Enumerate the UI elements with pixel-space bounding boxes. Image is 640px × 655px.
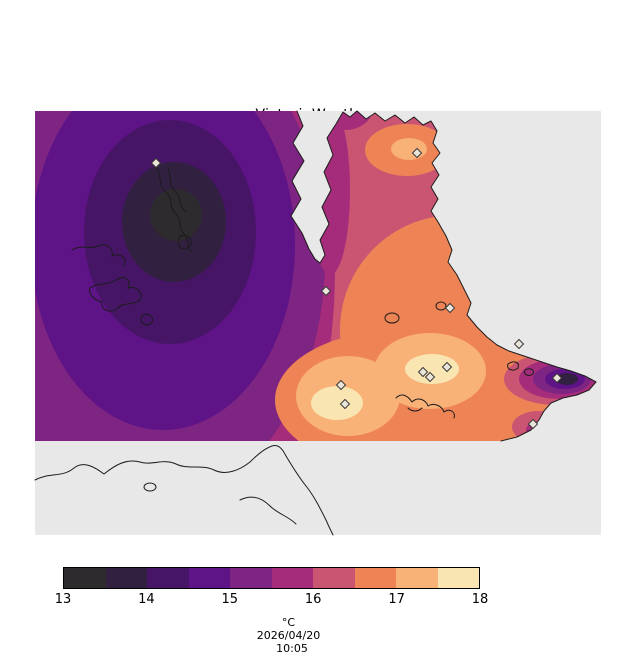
coastline-south-inlet [239, 496, 297, 525]
coastline-west-basin [89, 277, 142, 312]
lake-outline [435, 301, 447, 311]
legend-tick: 14 [138, 592, 155, 607]
legend-tick: 15 [221, 592, 239, 607]
legend-footer: °C 2026/04/20 10:05 [63, 603, 480, 655]
coastline-inlet-head [177, 235, 192, 250]
legend-tick: 17 [388, 592, 405, 607]
coastlines [34, 110, 597, 536]
contour-warm-core [405, 354, 459, 384]
legend-cell [105, 568, 147, 588]
lake-outline [384, 312, 400, 324]
station-marker [513, 338, 525, 350]
station-marker [551, 372, 563, 384]
legend-cell [354, 568, 396, 588]
contour-band [391, 138, 427, 160]
legend-tick: 18 [471, 592, 489, 607]
coastline-west-shore [71, 244, 126, 267]
station-markers [150, 147, 563, 430]
legend-cell [188, 568, 230, 588]
legend-bar [63, 567, 480, 589]
station-marker [411, 147, 423, 159]
legend-ticks: 13 14 15 16 17 18 [55, 592, 489, 607]
islet-outline [143, 482, 157, 492]
legend-date: 2026/04/20 [256, 629, 321, 642]
legend-time: 10:05 [276, 642, 308, 655]
coastline-west-islet [140, 313, 153, 326]
contour-cold-core [150, 189, 202, 241]
legend-cell [313, 568, 355, 588]
island-outline [507, 361, 519, 371]
coastline-main [290, 110, 597, 442]
station-marker [335, 379, 347, 391]
legend-tick: 13 [54, 592, 72, 607]
legend-cell [230, 568, 272, 588]
coastline-inlet-west [155, 165, 193, 253]
legend-unit: °C [281, 616, 296, 629]
legend-tick: 16 [304, 592, 322, 607]
legend-cell [437, 568, 479, 588]
station-marker [417, 366, 429, 378]
contour-band [556, 373, 578, 385]
station-marker [527, 418, 539, 430]
island-outline [524, 368, 534, 376]
coastline-inlet-east [167, 167, 187, 213]
legend-cell [147, 568, 189, 588]
legend-cell [396, 568, 438, 588]
coastline-harbour-arm [407, 407, 423, 412]
legend-cell [64, 568, 106, 588]
station-marker [150, 157, 162, 169]
station-marker [320, 285, 332, 297]
legend-cell [271, 568, 313, 588]
coastline-harbour [395, 394, 455, 419]
station-marker [424, 371, 436, 383]
coastline-south-shore [34, 445, 334, 536]
station-marker [441, 361, 453, 373]
page: { "title": { "site": "VictoriaWeather.ca… [34, 107, 601, 655]
station-marker [339, 398, 351, 410]
station-marker [444, 302, 456, 314]
contour-warm-core [311, 386, 363, 420]
weather-map [34, 110, 601, 536]
